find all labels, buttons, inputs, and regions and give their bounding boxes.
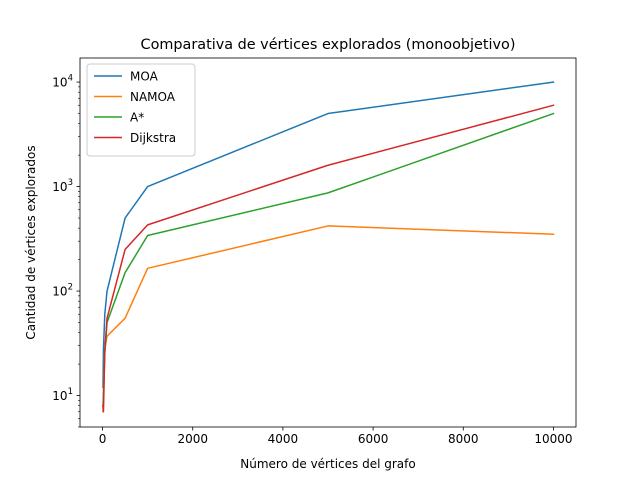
x-tick-label: 8000 <box>448 432 479 446</box>
plot-lines <box>102 81 555 413</box>
series-line-namoa <box>102 225 555 413</box>
x-tick-label: 2000 <box>177 432 208 446</box>
y-tick-label: 103 <box>52 178 73 194</box>
y-axis: 101 102 103 104 <box>52 74 80 428</box>
legend-box <box>86 63 196 157</box>
legend: MOA NAMOA A* Dijkstra <box>86 63 196 157</box>
x-tick-label: 0 <box>99 432 107 446</box>
x-axis-title: Número de vértices del grafo <box>240 457 415 471</box>
y-axis-title: Cantidad de vértices explorados <box>24 145 38 339</box>
y-tick-label: 102 <box>52 283 73 299</box>
y-tick-label: 101 <box>52 387 73 403</box>
series-line-moa <box>102 81 555 389</box>
y-tick-label: 104 <box>52 74 73 90</box>
legend-label: NAMOA <box>130 90 176 104</box>
chart-title: Comparativa de vértices explorados (mono… <box>141 37 516 53</box>
x-tick-label: 10000 <box>534 432 572 446</box>
x-tick-label: 6000 <box>358 432 389 446</box>
legend-label: MOA <box>130 70 159 84</box>
series-line-a- <box>102 112 555 407</box>
plot-frame <box>79 57 577 428</box>
x-tick-label: 4000 <box>268 432 299 446</box>
x-axis: 0 2000 4000 6000 8000 10000 <box>99 427 573 446</box>
legend-label: Dijkstra <box>130 131 176 145</box>
legend-label: A* <box>130 111 144 125</box>
series-line-dijkstra <box>102 104 555 413</box>
